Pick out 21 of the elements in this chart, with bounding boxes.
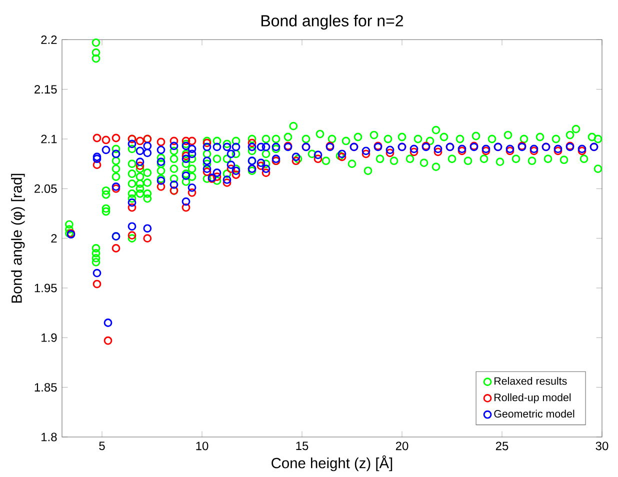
- y-tick-label: 2.1: [41, 134, 57, 144]
- y-tick-label: 1.8: [42, 432, 57, 442]
- y-tick-label: 2.2: [41, 35, 57, 44]
- y-tick-label: 1.85: [34, 383, 57, 392]
- x-tick-label: 5: [99, 442, 105, 450]
- x-tick-label: 25: [496, 442, 508, 450]
- legend-label: Relaxed results: [494, 376, 567, 385]
- x-tick-label: 15: [296, 442, 308, 450]
- legend-label: Geometric model: [494, 410, 574, 418]
- y-tick-label: 1.95: [34, 284, 57, 292]
- x-tick-label: 10: [196, 442, 208, 450]
- y-tick-label: 2.05: [34, 184, 57, 193]
- x-tick-label: 30: [596, 442, 608, 450]
- y-tick-label: 2: [51, 234, 57, 243]
- y-tick-label: 1.9: [42, 333, 57, 342]
- y-axis-title: Bond angle (φ) [rad]: [11, 174, 25, 303]
- x-tick-label: 20: [396, 442, 408, 450]
- chart-title: Bond angles for n=2: [261, 14, 403, 30]
- legend-label: Rolled-up model: [494, 393, 571, 404]
- y-tick-label: 2.15: [34, 85, 57, 94]
- x-axis-title: Cone height (z) [Å]: [272, 455, 392, 472]
